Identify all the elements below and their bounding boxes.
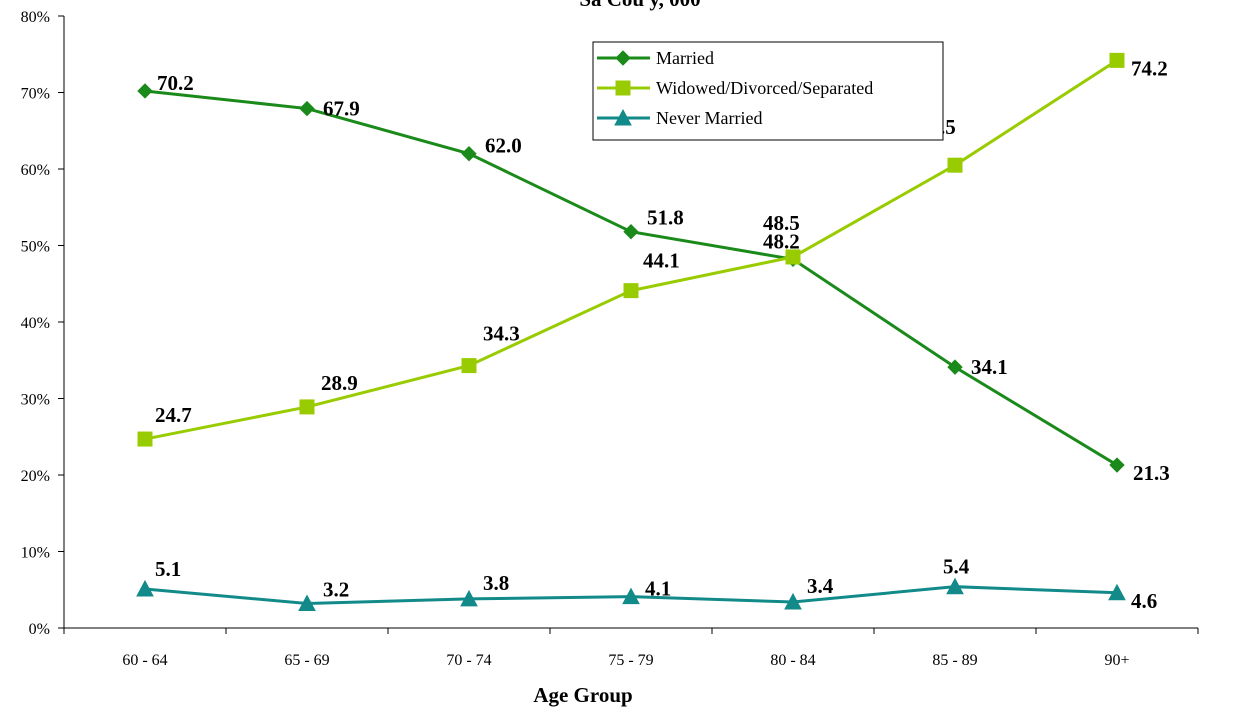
data-label-2-2: 3.8	[483, 571, 509, 595]
data-label-2-6: 4.6	[1131, 589, 1157, 613]
data-label-2-5: 5.4	[943, 555, 970, 579]
data-label-0-2: 62.0	[485, 134, 522, 158]
x-tick-label: 75 - 79	[608, 652, 653, 669]
y-tick-label: 50%	[21, 239, 50, 256]
y-tick-label: 10%	[21, 545, 50, 562]
x-tick-label: 85 - 89	[932, 652, 977, 669]
x-tick-label: 80 - 84	[770, 652, 815, 669]
legend-label-2: Never Married	[656, 108, 762, 128]
point-1-0	[137, 431, 153, 447]
point-2-6	[1108, 583, 1126, 601]
point-2-3	[622, 587, 640, 605]
y-tick-label: 70%	[21, 86, 50, 103]
y-tick-label: 80%	[21, 9, 50, 26]
point-2-5	[946, 577, 964, 595]
data-label-2-4: 3.4	[807, 574, 834, 598]
point-1-5	[947, 157, 963, 173]
data-label-0-6: 21.3	[1133, 461, 1170, 485]
x-tick-label: 70 - 74	[446, 652, 491, 669]
chart-title: Sa Cou y, 000	[579, 0, 700, 11]
legend-marker-0	[615, 50, 631, 66]
point-0-2	[461, 145, 477, 162]
point-0-6	[1109, 457, 1125, 473]
y-tick-label: 30%	[21, 392, 50, 409]
x-tick-label: 60 - 64	[122, 652, 167, 669]
data-label-1-2: 34.3	[483, 322, 520, 346]
data-label-1-6: 74.2	[1131, 56, 1168, 80]
point-1-3	[623, 283, 639, 299]
legend: Married Widowed/Divorced/Separated Never M…	[592, 41, 944, 141]
series-layer	[136, 52, 1126, 612]
point-1-6	[1109, 52, 1125, 68]
data-label-2-3: 4.1	[645, 577, 671, 601]
legend-marker-1	[615, 80, 631, 96]
y-tick-label: 20%	[21, 468, 50, 485]
point-2-4	[784, 592, 802, 610]
y-tick-label: 40%	[21, 315, 50, 332]
data-label-0-5: 34.1	[971, 355, 1008, 379]
data-label-0-1: 67.9	[323, 97, 360, 121]
data-label-1-1: 28.9	[321, 371, 358, 395]
data-label-1-3: 44.1	[643, 249, 680, 273]
point-1-2	[461, 358, 477, 374]
point-1-4	[785, 249, 801, 265]
data-labels: 70.2 67.9 62.0 51.8 48.2 34.1 21.3 24.7 28.9 34.3…	[155, 56, 1170, 612]
axes: 0% 10% 20% 30% 40% 50% 60% 70% 80% 60 - 64 65 - 69…	[21, 9, 1199, 669]
y-tick-label: 60%	[21, 162, 50, 179]
data-label-0-3: 51.8	[647, 206, 684, 230]
data-label-1-0: 24.7	[155, 403, 192, 427]
point-0-3	[623, 224, 639, 240]
legend-label-0: Married	[656, 48, 714, 68]
point-1-1	[299, 399, 315, 415]
x-tick-label: 90+	[1104, 652, 1129, 669]
x-axis-title: Age Group	[533, 683, 632, 707]
point-0-0	[137, 83, 153, 99]
legend-label-1: Widowed/Divorced/Separated	[656, 78, 873, 98]
legend-box	[592, 41, 944, 141]
point-0-5	[947, 359, 963, 375]
data-label-0-0: 70.2	[157, 71, 194, 95]
point-0-1	[299, 100, 315, 117]
data-label-1-4: 48.5	[763, 211, 800, 235]
point-2-2	[460, 589, 478, 607]
data-label-0-4: 48.2	[763, 229, 800, 253]
data-label-2-1: 3.2	[323, 578, 349, 602]
data-label-2-0: 5.1	[155, 557, 181, 581]
y-tick-label: 0%	[29, 621, 50, 638]
point-2-1	[298, 594, 316, 612]
point-2-0	[136, 579, 154, 597]
x-tick-label: 65 - 69	[284, 652, 329, 669]
legend-marker-2	[614, 108, 632, 126]
